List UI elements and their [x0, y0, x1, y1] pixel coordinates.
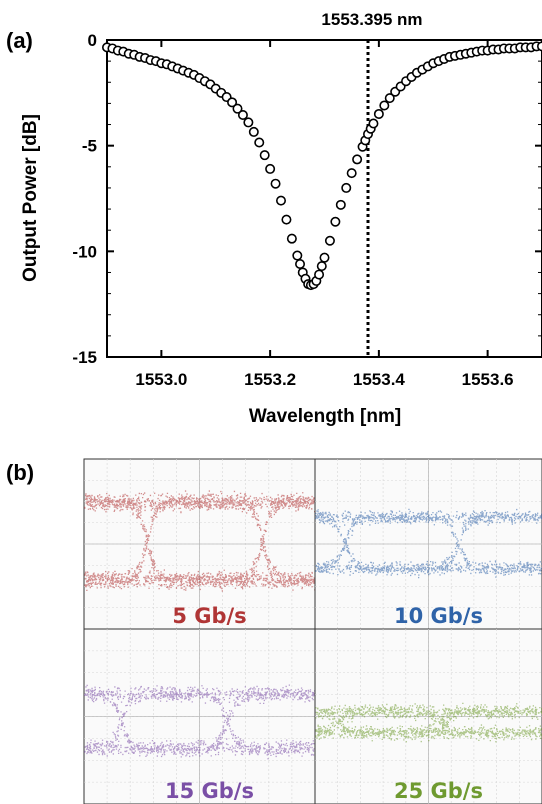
x-tick-label: 1553.6 — [462, 370, 514, 389]
x-tick-label: 1553.0 — [135, 370, 187, 389]
data-point — [232, 103, 243, 114]
marker-label: 1553.395 nm — [321, 10, 422, 29]
data-point — [295, 259, 306, 270]
data-point — [324, 235, 335, 246]
y-tick-label: -10 — [72, 242, 97, 261]
data-point — [286, 233, 297, 244]
data-point — [330, 216, 341, 227]
eye-rate-label: 15 Gb/s — [165, 779, 254, 803]
data-point — [292, 250, 303, 261]
panel-a-label: (a) — [6, 28, 33, 53]
x-tick-label: 1553.2 — [244, 370, 296, 389]
y-ticks: 0 -5 -10 -15 — [72, 31, 542, 367]
eye-rate-label: 5 Gb/s — [172, 604, 246, 628]
data-point — [537, 41, 542, 52]
data-point — [379, 100, 390, 111]
data-point — [373, 108, 384, 119]
eye-trace — [315, 702, 542, 743]
data-point — [316, 261, 327, 272]
data-point — [254, 137, 265, 148]
data-point — [237, 110, 248, 121]
data-point — [319, 252, 330, 263]
eye-trace — [84, 490, 317, 592]
y-tick-label: -15 — [72, 348, 97, 367]
data-point — [248, 126, 259, 137]
panel-b-label: (b) — [6, 460, 34, 485]
data-point — [368, 118, 379, 129]
data-point — [265, 163, 276, 174]
data-point — [314, 269, 325, 280]
eye-trace — [84, 684, 317, 760]
x-axis-title: Wavelength [nm] — [249, 406, 401, 427]
data-point — [384, 93, 395, 104]
eye-diagram-panel: 15 Gb/s — [83, 628, 317, 804]
data-point — [352, 154, 363, 165]
x-tick-label: 1553.4 — [353, 370, 406, 389]
data-point — [227, 97, 238, 108]
eye-diagram-panel: 10 Gb/s — [314, 458, 542, 630]
eye-rate-label: 25 Gb/s — [394, 779, 483, 803]
chart-a: 0 -5 -10 -15 1553.0 1553.2 1553.4 1553.6 Outpu… — [20, 31, 542, 427]
y-axis-title: Output Power [dB] — [20, 114, 41, 282]
y-tick-label: 0 — [88, 31, 97, 50]
eye-rate-label: 10 Gb/s — [394, 604, 483, 628]
data-point — [346, 168, 357, 179]
eye-diagram-panel: 25 Gb/s — [314, 628, 542, 804]
eye-diagram-panel: 5 Gb/s — [83, 458, 317, 630]
plot-frame — [106, 39, 542, 358]
data-point — [341, 182, 352, 193]
data-point — [243, 117, 254, 128]
data-point — [281, 214, 292, 225]
x-ticks: 1553.0 1553.2 1553.4 1553.6 — [135, 40, 514, 389]
data-points — [102, 41, 542, 291]
data-point — [275, 195, 286, 206]
data-point — [335, 199, 346, 210]
data-point — [270, 178, 281, 189]
eye-trace — [315, 508, 542, 579]
eye-diagrams: 5 Gb/s 10 Gb/s 15 Gb/s 25 Gb/s — [83, 458, 542, 804]
data-point — [259, 150, 270, 161]
y-tick-label: -5 — [82, 137, 97, 156]
